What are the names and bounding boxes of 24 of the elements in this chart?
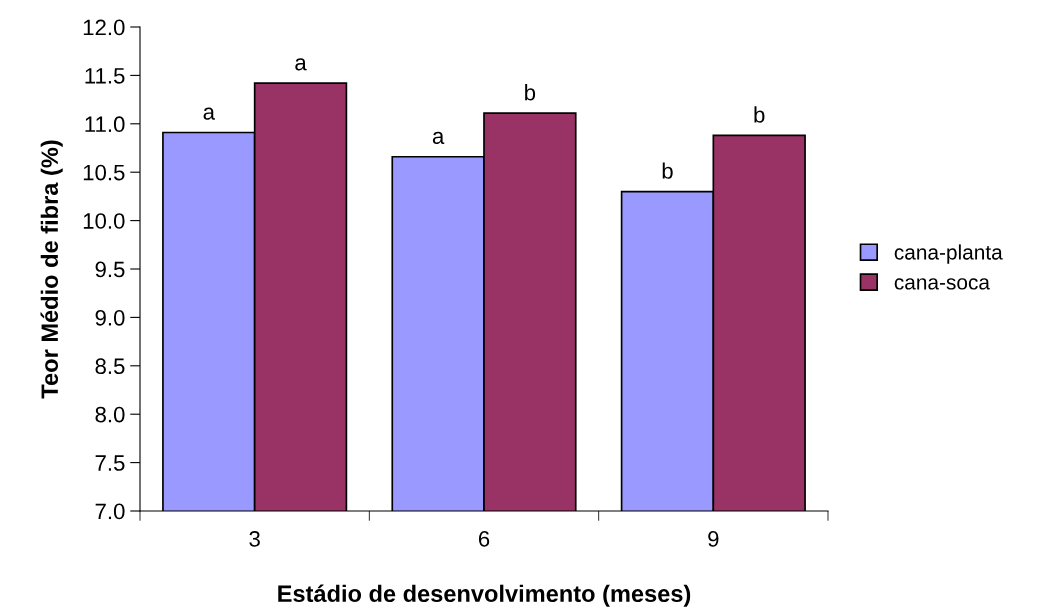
y-tick-label: 8.5 (95, 358, 125, 375)
annotation: b (754, 106, 765, 123)
y-tick-label: 11.0 (85, 116, 125, 133)
y-tick-label: 7.0 (95, 503, 125, 520)
annotation: a (295, 58, 307, 71)
y-tick-label: 8.0 (95, 406, 125, 423)
y-tick-label: 12.0 (83, 19, 125, 36)
y-tick-label: 11.5 (85, 68, 125, 84)
y-tick-label: 9.5 (95, 261, 125, 278)
legend-label: cana-planta (894, 244, 1003, 264)
x-axis-title: Estádio de desenvolvimento (meses) (278, 584, 691, 607)
y-tick-label: 7.5 (95, 455, 125, 471)
annotation: b (662, 162, 673, 179)
y-tick-label: 10.5 (83, 164, 125, 181)
annotation: a (432, 131, 445, 144)
legend-label: cana-soca (894, 278, 990, 290)
annotation: b (525, 84, 536, 101)
x-tick-label: 6 (478, 531, 490, 547)
y-tick-label: 9.0 (95, 309, 125, 326)
y-tick-label: 10.0 (83, 213, 125, 229)
y-axis-title: Teor Médio de fibra (%) (40, 140, 63, 399)
x-tick-label: 3 (249, 531, 260, 547)
annotation: a (203, 107, 215, 120)
x-tick-label: 9 (708, 531, 719, 547)
